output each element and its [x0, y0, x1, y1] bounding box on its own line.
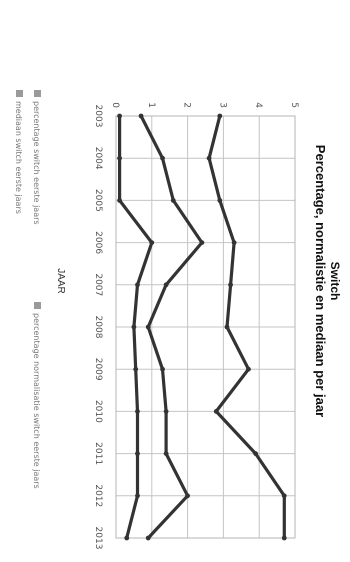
data-point — [163, 451, 169, 457]
legend-label: percentage normalisatie switch eerste ja… — [32, 313, 41, 489]
x-tick-label: 2010 — [93, 400, 103, 423]
x-tick-label: 2008 — [93, 316, 103, 339]
data-point — [117, 198, 122, 203]
y-tick-label: 5 — [289, 102, 299, 108]
data-point — [224, 324, 230, 330]
data-point — [199, 240, 205, 246]
data-point — [217, 198, 223, 203]
data-point — [228, 282, 233, 288]
y-tick-label: 2 — [182, 102, 192, 108]
legend-swatch — [34, 90, 41, 97]
data-point — [135, 493, 140, 499]
legend-swatch — [34, 302, 41, 309]
x-tick-label: 2006 — [93, 231, 103, 254]
data-point — [246, 366, 251, 372]
x-tick-label: 2004 — [93, 147, 103, 170]
plot-border — [115, 115, 296, 539]
data-point — [149, 240, 155, 246]
legend-label: percentage switch eerste jaars — [32, 101, 41, 225]
x-tick-label: 2005 — [93, 189, 103, 212]
x-tick-label: 2013 — [93, 527, 103, 550]
x-tick-label: 2009 — [93, 358, 103, 381]
x-tick-label: 2012 — [93, 484, 103, 507]
y-tick-label: 4 — [253, 102, 263, 108]
chart-rotated-group: 0 1 2 3 4 5 2003 2004 2005 2006 2007 2008 2009 2010 20… — [14, 90, 342, 549]
data-point — [185, 493, 190, 499]
data-point — [170, 198, 176, 203]
x-tick-label: 2003 — [93, 105, 103, 128]
legend-label: mediaan switch eerste jaars — [14, 101, 23, 214]
data-point — [133, 366, 139, 372]
data-point — [163, 282, 169, 288]
data-point — [135, 451, 140, 457]
x-tick-label: 2007 — [93, 273, 103, 296]
data-point — [135, 282, 140, 288]
y-tick-label: 1 — [146, 102, 156, 108]
chart-title: Switch — [328, 262, 342, 301]
data-point — [160, 366, 165, 372]
x-axis-label: JAAR — [55, 268, 66, 294]
data-point — [117, 155, 122, 161]
data-point — [138, 113, 144, 119]
data-point — [117, 113, 122, 119]
data-point — [231, 240, 237, 246]
data-point — [124, 535, 130, 541]
data-point — [206, 155, 212, 161]
y-tick-label: 3 — [217, 102, 227, 108]
data-point — [160, 155, 165, 161]
data-point — [253, 451, 259, 457]
plot-area: 0 1 2 3 4 5 2003 2004 2005 2006 2007 2008 2009 2010 20… — [93, 102, 299, 549]
chart-subtitle: Percentage, normalistie en mediaan per j… — [313, 145, 328, 417]
data-point — [217, 113, 223, 119]
y-tick-label: 0 — [110, 102, 120, 108]
legend: percentage switch eerste jaars mediaan sw… — [14, 90, 41, 489]
data-point — [145, 324, 151, 330]
legend-swatch — [16, 90, 23, 97]
data-point — [163, 409, 169, 414]
data-point — [281, 535, 287, 541]
data-point — [131, 324, 137, 330]
data-point — [145, 535, 151, 541]
data-point — [135, 409, 140, 414]
data-point — [281, 493, 287, 499]
x-tick-label: 2011 — [93, 442, 103, 465]
data-point — [213, 409, 219, 414]
